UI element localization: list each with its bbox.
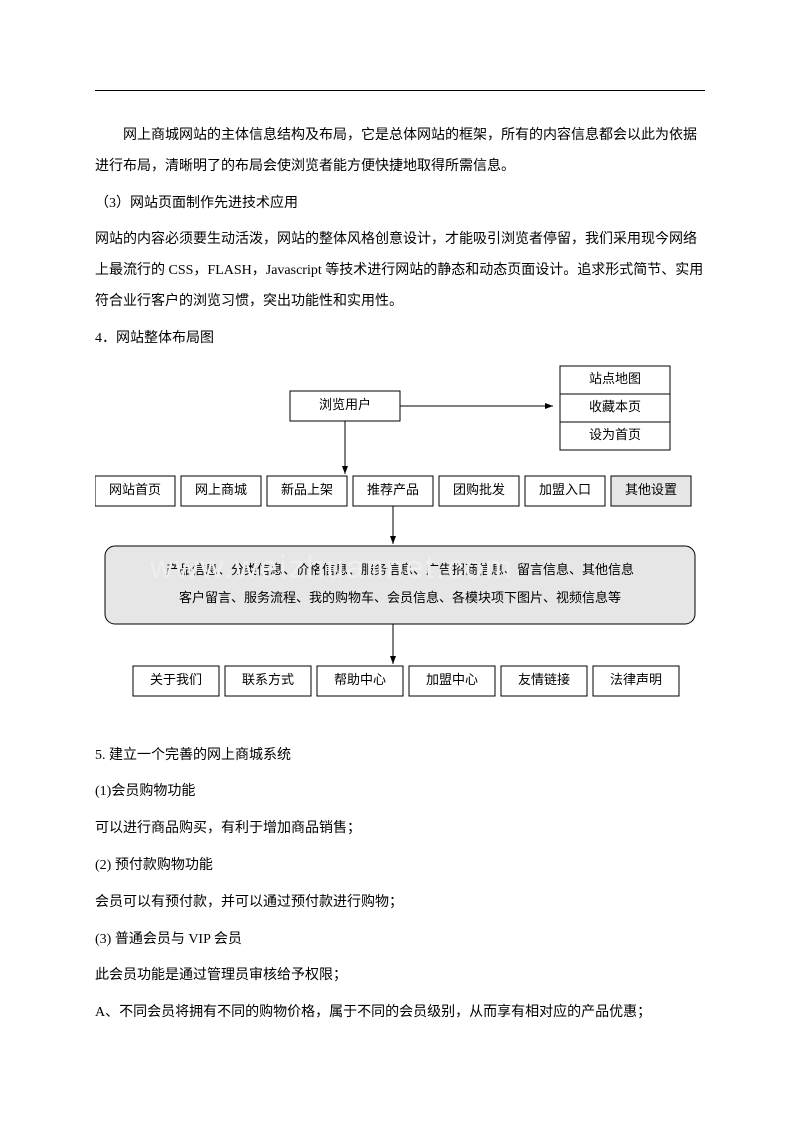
label-favorite: 收藏本页 bbox=[589, 399, 641, 414]
label-nav-3: 推荐产品 bbox=[367, 482, 419, 497]
paragraph-2: （3）网站页面制作先进技术应用 bbox=[95, 189, 705, 220]
paragraph-3: 网站的内容必须要生动活泼，网站的整体风格创意设计，才能吸引浏览者停留，我们采用现… bbox=[95, 225, 705, 317]
paragraph-10: (3) 普通会员与 VIP 会员 bbox=[95, 925, 705, 956]
label-footer-3: 加盟中心 bbox=[426, 672, 478, 687]
label-nav-0: 网站首页 bbox=[109, 482, 161, 497]
paragraph-4: 4．网站整体布局图 bbox=[95, 324, 705, 355]
paragraph-6: (1)会员购物功能 bbox=[95, 777, 705, 808]
label-footer-1: 联系方式 bbox=[242, 672, 294, 687]
label-info-line1: 产品信息、分类信息、价格信息、服务信息、广告招商信息、留言信息、其他信息 bbox=[166, 562, 634, 577]
label-nav-1: 网上商城 bbox=[195, 482, 247, 497]
paragraph-7: 可以进行商品购买，有利于增加商品销售； bbox=[95, 814, 705, 845]
label-nav-5: 加盟入口 bbox=[539, 482, 591, 497]
paragraph-9: 会员可以有预付款，并可以通过预付款进行购物； bbox=[95, 888, 705, 919]
paragraph-12: A、不同会员将拥有不同的购物价格，属于不同的会员级别，从而享有相对应的产品优惠； bbox=[95, 998, 705, 1029]
paragraph-8: (2) 预付款购物功能 bbox=[95, 851, 705, 882]
label-user: 浏览用户 bbox=[319, 397, 371, 412]
label-footer-4: 友情链接 bbox=[518, 672, 570, 687]
label-nav-6: 其他设置 bbox=[625, 482, 677, 497]
layout-diagram: 浏览用户 站点地图 收藏本页 设为首页 网站首页 网上商城 新品上架 推荐产品 … bbox=[95, 361, 705, 741]
label-footer-2: 帮助中心 bbox=[334, 672, 386, 687]
label-sitemap: 站点地图 bbox=[589, 371, 641, 386]
label-nav-2: 新品上架 bbox=[281, 482, 333, 497]
label-nav-4: 团购批发 bbox=[453, 482, 505, 497]
label-footer-5: 法律声明 bbox=[610, 672, 662, 687]
paragraph-5: 5. 建立一个完善的网上商城系统 bbox=[95, 741, 705, 772]
paragraph-1: 网上商城网站的主体信息结构及布局，它是总体网站的框架，所有的内容信息都会以此为依… bbox=[95, 121, 705, 183]
label-footer-0: 关于我们 bbox=[150, 672, 202, 687]
node-info-box bbox=[105, 546, 695, 624]
label-info-line2: 客户留言、服务流程、我的购物车、会员信息、各模块项下图片、视频信息等 bbox=[179, 590, 621, 605]
paragraph-11: 此会员功能是通过管理员审核给予权限； bbox=[95, 961, 705, 992]
horizontal-rule bbox=[95, 90, 705, 91]
label-homepage: 设为首页 bbox=[589, 427, 641, 442]
